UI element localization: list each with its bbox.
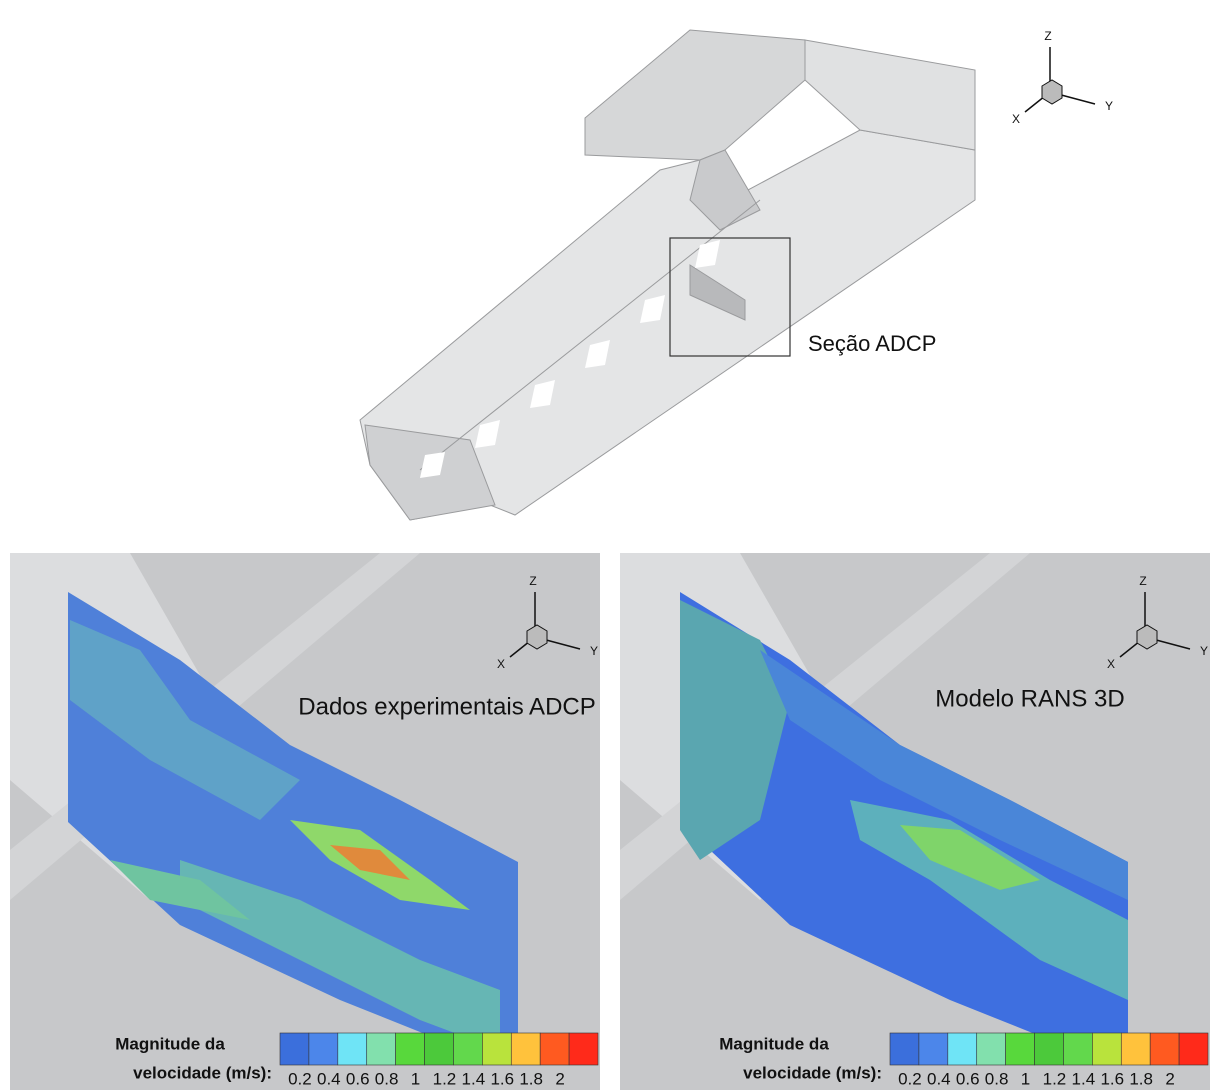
- colorbar-swatch: [482, 1033, 511, 1065]
- colorbar-tick-label: 0.8: [375, 1069, 399, 1088]
- colorbar-swatch: [367, 1033, 396, 1065]
- colorbar-label: velocidade (m/s):: [133, 1063, 272, 1082]
- axis-label: Y: [1105, 99, 1113, 113]
- colorbar-tick-label: 0.8: [985, 1069, 1009, 1088]
- colorbar-swatch: [540, 1033, 569, 1065]
- colorbar-swatch: [919, 1033, 948, 1065]
- colorbar-label: Magnitude da: [719, 1034, 829, 1053]
- colorbar-swatch: [1006, 1033, 1035, 1065]
- colorbar-swatch: [511, 1033, 540, 1065]
- axis-label: Y: [1200, 644, 1208, 658]
- axis-label: Z: [1044, 29, 1051, 43]
- section-label: Seção ADCP: [808, 331, 936, 356]
- colorbar-tick-label: 0.2: [898, 1069, 922, 1088]
- colorbar-tick-label: 2: [555, 1069, 564, 1088]
- colorbar-swatch: [1121, 1033, 1150, 1065]
- axis-label: X: [497, 657, 505, 671]
- colorbar-tick-label: 0.2: [288, 1069, 312, 1088]
- figure: Seção ADCP Dados experimentais ADCP Mode…: [0, 0, 1220, 1090]
- page: Seção ADCP Dados experimentais ADCP Mode…: [0, 0, 1220, 1090]
- colorbar-swatch: [396, 1033, 425, 1065]
- colorbar-tick-label: 1.2: [1043, 1069, 1067, 1088]
- colorbar-swatch: [569, 1033, 598, 1065]
- colorbar-tick-label: 1.6: [1100, 1069, 1124, 1088]
- colorbar-tick-label: 1.8: [519, 1069, 543, 1088]
- colorbar-tick-label: 1: [411, 1069, 420, 1088]
- colorbar-swatch: [1063, 1033, 1092, 1065]
- colorbar-swatch: [977, 1033, 1006, 1065]
- colorbar-tick-label: 1.4: [462, 1069, 486, 1088]
- colorbar-swatch: [1092, 1033, 1121, 1065]
- colorbar-tick-label: 0.4: [317, 1069, 341, 1088]
- colorbar-swatch: [425, 1033, 454, 1065]
- colorbar-swatch: [1179, 1033, 1208, 1065]
- colorbar-swatch: [890, 1033, 919, 1065]
- colorbar-tick-label: 1: [1021, 1069, 1030, 1088]
- colorbar-swatch: [948, 1033, 977, 1065]
- colorbar-tick-label: 0.6: [346, 1069, 370, 1088]
- colorbar-swatch: [280, 1033, 309, 1065]
- colorbar-tick-label: 1.2: [433, 1069, 457, 1088]
- panel-title: Modelo RANS 3D: [935, 685, 1124, 712]
- colorbar-tick-label: 1.8: [1129, 1069, 1153, 1088]
- colorbar-swatch: [309, 1033, 338, 1065]
- axis-label: Y: [590, 644, 598, 658]
- axis-label: Z: [1139, 574, 1146, 588]
- colorbar-tick-label: 2: [1165, 1069, 1174, 1088]
- colorbar-tick-label: 0.4: [927, 1069, 951, 1088]
- colorbar-swatch: [338, 1033, 367, 1065]
- channel-model: [360, 30, 975, 520]
- colorbar-tick-label: 1.4: [1072, 1069, 1096, 1088]
- colorbar-tick-label: 1.6: [490, 1069, 514, 1088]
- colorbar-label: velocidade (m/s):: [743, 1063, 882, 1082]
- axis-label: Z: [529, 574, 536, 588]
- colorbar-swatch: [453, 1033, 482, 1065]
- colorbar-label: Magnitude da: [115, 1034, 225, 1053]
- colorbar-swatch: [1150, 1033, 1179, 1065]
- axis-cube: [1042, 80, 1062, 104]
- axis-label: X: [1107, 657, 1115, 671]
- panel-title: Dados experimentais ADCP: [298, 693, 595, 720]
- axis-label: X: [1012, 112, 1020, 126]
- colorbar-tick-label: 0.6: [956, 1069, 980, 1088]
- colorbar-swatch: [1035, 1033, 1064, 1065]
